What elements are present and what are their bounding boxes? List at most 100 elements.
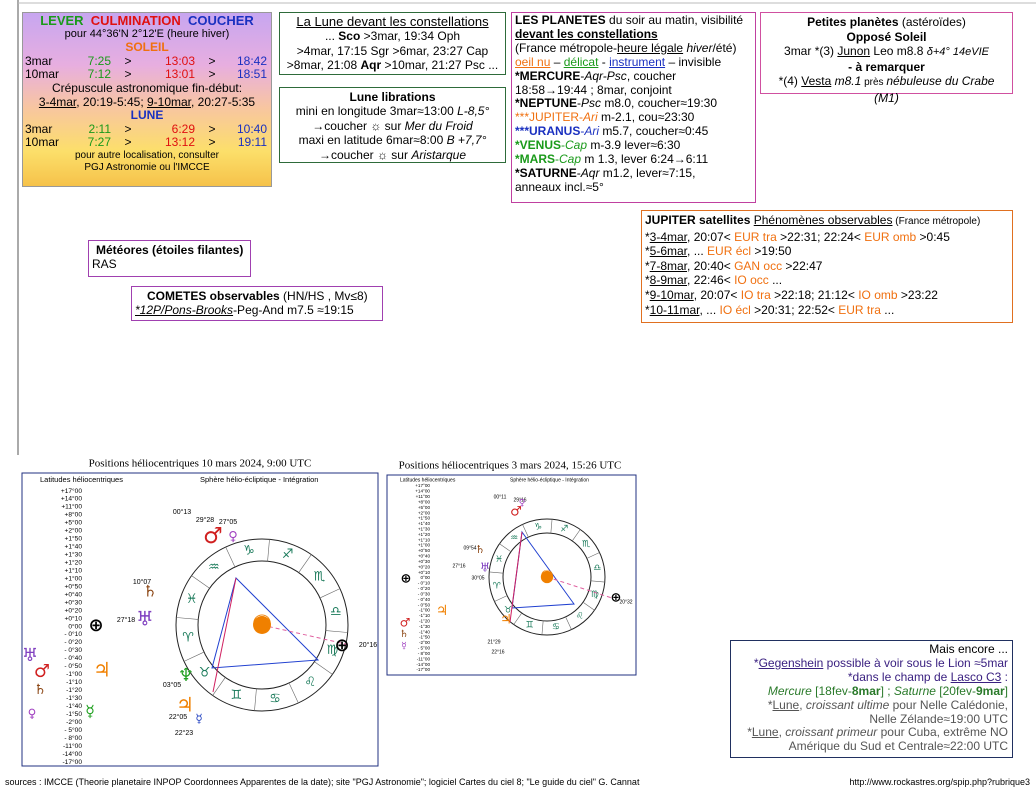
angle-label: 27°18 [117,616,135,624]
text-segment: 18:51 [236,67,267,82]
text-segment: >22:18; 21:12< [770,287,859,302]
text-segment: *VENUS [515,138,562,153]
title: La Lune devant les constellations [296,14,489,29]
moon-heading: LUNE [130,108,164,123]
angle-label: 22°05 [169,713,187,721]
zodiac-divider [225,546,236,568]
text-segment: * [645,302,650,317]
zodiac-divider [314,661,333,675]
latitude-label: +0°50 [65,582,83,590]
latitude-label: +17°00 [415,483,430,488]
text-segment: Gegenshein [758,655,824,670]
latitude-label: +0°30 [65,598,83,606]
planet-symbol: ♃ [176,693,194,717]
line: >4mar, 17:15 Sgr >6mar, 23:27 Cap [284,44,501,58]
text-segment: EUR tra [734,229,777,244]
text-segment: * [645,287,650,302]
text-segment: Lune [751,725,779,740]
twilight-dates: 3-4mar, 20:19-5:45; 9-10mar, 20:27-5:35 [25,94,269,110]
line: *SATURNE-Aqr m1.2, lever≈7:15, [515,165,752,181]
text-segment: *SATURNE [515,165,577,180]
line: - à remarquer [848,59,925,74]
text-segment: ***URANUS [515,124,581,139]
angle-label: 27°05 [219,518,237,526]
orbit-line [212,577,237,693]
text-segment: 6:29 [171,121,195,136]
zodiac-sign: ♎ [330,604,342,619]
diagram-title: Positions héliocentriques 3 mars 2024, 1… [399,460,622,472]
sun-heading: SOLEIL [125,40,169,55]
text-segment: 13:01 [164,67,195,82]
text-segment: 18:42 [236,53,267,68]
text-segment: > [124,121,132,136]
latitude-label: +2°00 [418,510,431,515]
text-segment: > [208,67,216,82]
text-segment: ... [324,29,339,44]
zodiac-sign: ♋ [552,623,560,633]
text-segment: 3mar [25,53,53,68]
ephemeris-box: LEVER CULMINATION COUCHER pour 44°36'N 2… [22,12,272,187]
planet-symbol: ♂ [400,616,411,630]
text-segment: Vesta [801,74,832,89]
line: ... Sco >3mar, 19:34 Oph [284,29,501,43]
zodiac-divider [565,616,572,630]
latitude-label: - 0°10 [64,630,82,638]
planet-symbol: ♅ [480,561,491,575]
text-segment: possible à voir sous le Lion ≈5mar [823,655,1008,670]
text-segment: Sco [338,29,361,44]
latitude-label: +1°30 [418,527,431,532]
text-segment: Lasco C3 [950,669,1002,684]
planet-symbol: ♅ [22,645,38,666]
latitude-label: -1°10 [419,613,430,618]
line: Petites planètes (astéroïdes) [765,15,1008,30]
note: PGJ Astronomie ou l'IMCCE [84,161,210,173]
planet-symbol: ⊕ [611,591,622,606]
text-segment: , 20:19-5:45; [76,94,147,109]
zodiac-sign: ♏ [582,540,590,550]
latitude-label: +8°00 [65,511,83,519]
orbit-triangle [211,577,320,669]
planet-symbol: ♂ [510,505,522,520]
latitude-label: -17°00 [416,667,430,672]
latitude-label: -1°30 [419,624,430,629]
text-segment: * [747,725,752,740]
line: *12P/Pons-Brooks-Peg-And m7.5 ≈19:15 [135,303,379,317]
text-segment: Cap [559,152,582,167]
earth-line [261,624,351,646]
latitude-label: -1°30 [66,694,82,702]
text-segment: > [124,135,132,150]
text-segment: 8-9mar [649,273,688,288]
zodiac-divider [499,543,512,553]
angle-label: 27°16 [452,563,465,569]
line: *8-9mar, 22:46< IO occ ... [645,273,1009,288]
latitude-label: +1°00 [65,574,83,582]
latitude-label: -1°20 [66,686,82,694]
latitude-label: +1°00 [418,543,431,548]
text-segment: Aqr [580,165,600,180]
angle-label: 29°28 [196,516,214,524]
latitude-label: 0°00 [68,622,82,630]
angle-label: 00°11 [494,494,507,500]
line: Mercure [18fev-8mar] ; Saturne [20fev-9m… [735,683,1008,699]
text-segment: Aqr [360,58,382,73]
text-segment: instrument [609,54,666,69]
latitude-label: -1°50 [419,635,430,640]
text-segment: *NEPTUNE [515,96,578,111]
zodiac-sign: ♑ [243,544,255,559]
text-segment: Aristarque [411,147,467,162]
text-segment: COMETES observables [147,289,280,303]
latitude-label: - 5°00 [418,646,431,651]
text-segment: →coucher ☼ sur [312,118,405,133]
text-segment: , [799,697,806,712]
text-segment: 8mar [851,683,881,698]
text-segment: - [561,138,566,153]
line: maxi en latitude 6mar≈8:00 B +7,7° [284,133,501,147]
text-segment: 9-10mar [146,94,192,109]
sphere-inner [197,560,327,690]
text-segment: 13:12 [164,135,195,150]
zodiac-sign: ♌ [576,612,584,622]
text-segment: , ... [699,302,720,317]
text-segment: m5.7, coucher≈0:45 [599,124,709,139]
text-segment: croissant ultime [805,697,890,712]
jupiter-box: JUPITER satellites Phénomènes observable… [641,210,1013,323]
